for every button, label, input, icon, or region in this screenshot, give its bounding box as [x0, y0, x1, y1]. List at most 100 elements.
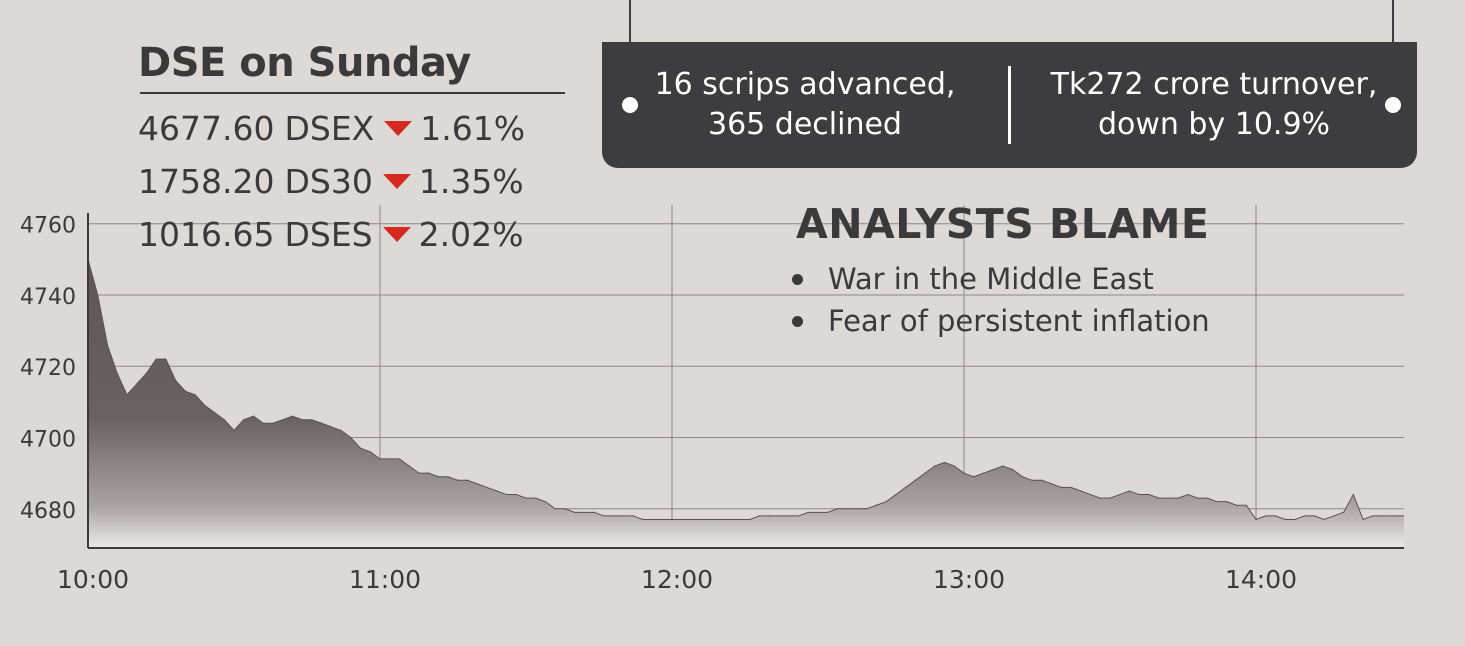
data-point: [1255, 518, 1257, 521]
data-point: [1021, 476, 1024, 478]
data-point: [243, 419, 245, 421]
data-point: [1128, 490, 1131, 492]
data-point: [807, 511, 809, 513]
y-tick-label: 4680: [20, 499, 76, 524]
data-point: [992, 468, 994, 471]
x-tick-label: 10:00: [57, 565, 129, 594]
data-point: [613, 515, 615, 517]
series-area-layer: [87, 258, 1404, 548]
index-row-dsex: 4677.60 DSEX 1.61%: [138, 102, 563, 155]
y-tick-label: 4700: [20, 428, 76, 453]
data-point: [1099, 497, 1101, 499]
market-summary-box: 16 scrips advanced, 365 declined Tk272 c…: [602, 42, 1417, 168]
data-point: [486, 486, 488, 489]
down-arrow-icon: [382, 174, 411, 189]
hanging-wire-left: [629, 0, 631, 54]
turnover-change-text: down by 10.9%: [1097, 107, 1331, 142]
data-point: [671, 518, 673, 521]
data-point: [1304, 515, 1306, 517]
data-point: [622, 515, 624, 517]
data-point: [778, 515, 780, 517]
data-point: [1089, 493, 1092, 496]
data-point: [1138, 493, 1140, 496]
data-point: [1070, 486, 1072, 489]
data-point: [905, 486, 907, 489]
data-point: [467, 479, 469, 481]
data-point: [525, 497, 527, 499]
reason-item: Fear of persistent inflation: [792, 300, 1210, 342]
data-point: [1051, 483, 1053, 485]
reason-text: War in the Middle East: [828, 262, 1154, 296]
data-point: [564, 508, 566, 510]
data-point: [330, 426, 332, 428]
data-point: [1284, 518, 1286, 521]
data-point: [797, 515, 800, 517]
down-arrow-icon: [384, 121, 413, 136]
index-value: 1016.65: [138, 215, 275, 254]
data-point: [1265, 515, 1267, 517]
data-point: [1167, 497, 1169, 499]
data-point: [1041, 479, 1043, 481]
data-point: [301, 419, 303, 421]
analysts-title: ANALYSTS BLAME: [796, 200, 1210, 248]
x-tick-label: 13:00: [933, 565, 1005, 594]
data-point: [233, 429, 235, 431]
data-point: [262, 422, 264, 424]
data-point: [1206, 497, 1208, 499]
data-point: [700, 518, 702, 521]
data-point: [1235, 504, 1238, 506]
data-point: [1381, 515, 1384, 517]
y-tick-label: 4760: [20, 214, 76, 239]
index-value: 1758.20: [138, 162, 275, 201]
data-point: [574, 511, 576, 513]
index-name: DS30: [284, 162, 373, 201]
data-point: [846, 508, 848, 510]
data-point: [1391, 515, 1393, 517]
data-point: [359, 447, 362, 449]
title-underline: [140, 92, 565, 94]
data-point: [272, 422, 274, 424]
tick-labels: 4680 4700 4720 4740 4760 10:00 11:00 12:00 13:00…: [20, 214, 1297, 594]
data-point: [720, 518, 722, 521]
data-point: [340, 429, 342, 431]
data-point: [1333, 515, 1335, 517]
data-point: [963, 472, 965, 474]
data-point: [398, 458, 401, 460]
data-point: [408, 465, 410, 467]
data-point: [1216, 501, 1218, 503]
data-point: [106, 344, 109, 346]
data-point: [311, 419, 313, 421]
index-change: 1.61%: [420, 109, 526, 148]
data-point: [1031, 479, 1033, 481]
series-area: [88, 259, 1404, 548]
data-point: [505, 493, 508, 496]
data-point: [875, 504, 878, 506]
data-point: [1109, 497, 1111, 499]
data-point: [175, 379, 177, 382]
data-point: [457, 479, 459, 481]
scrips-summary: 16 scrips advanced, 365 declined: [602, 65, 1008, 145]
data-point: [1158, 497, 1160, 499]
data-point: [729, 518, 732, 521]
data-point: [934, 465, 936, 467]
data-point: [827, 511, 829, 513]
data-point: [428, 472, 430, 474]
data-point: [379, 458, 381, 460]
data-point: [418, 472, 420, 474]
data-point: [282, 419, 284, 421]
data-point: [642, 518, 644, 521]
data-point: [593, 511, 595, 513]
data-point: [1372, 515, 1374, 517]
data-point: [194, 394, 196, 396]
bullet-icon: [792, 315, 803, 327]
index-value: 4677.60: [138, 109, 275, 148]
data-point: [1187, 493, 1189, 496]
data-point: [184, 390, 186, 392]
pin-icon: [622, 97, 638, 113]
data-point: [651, 518, 654, 521]
data-point: [1197, 497, 1199, 499]
reason-item: War in the Middle East: [792, 258, 1210, 300]
header-block: DSE on Sunday 4677.60 DSEX 1.61% 1758.20…: [138, 40, 565, 261]
data-point: [145, 372, 147, 374]
